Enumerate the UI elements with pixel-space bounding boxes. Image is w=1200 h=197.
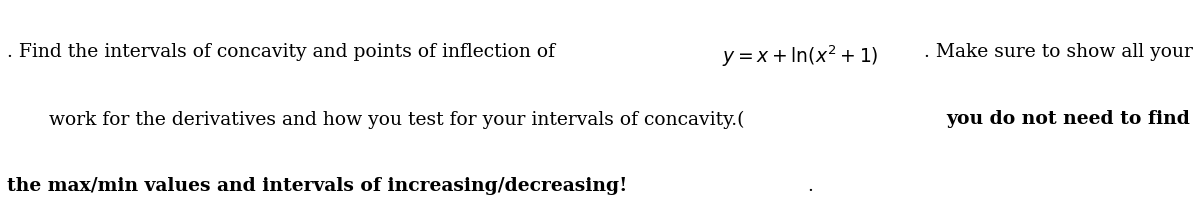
Text: . Make sure to show all your: . Make sure to show all your <box>924 43 1193 61</box>
Text: you do not need to find: you do not need to find <box>947 110 1190 128</box>
Text: .: . <box>808 177 814 195</box>
Text: . Find the intervals of concavity and points of inflection of: . Find the intervals of concavity and po… <box>7 43 562 61</box>
Text: work for the derivatives and how you test for your intervals of concavity.(: work for the derivatives and how you tes… <box>49 110 745 129</box>
Text: the max/min values and intervals of increasing/decreasing!: the max/min values and intervals of incr… <box>7 177 628 195</box>
Text: $y = x + \ln(x^2 + 1)$: $y = x + \ln(x^2 + 1)$ <box>722 43 878 69</box>
